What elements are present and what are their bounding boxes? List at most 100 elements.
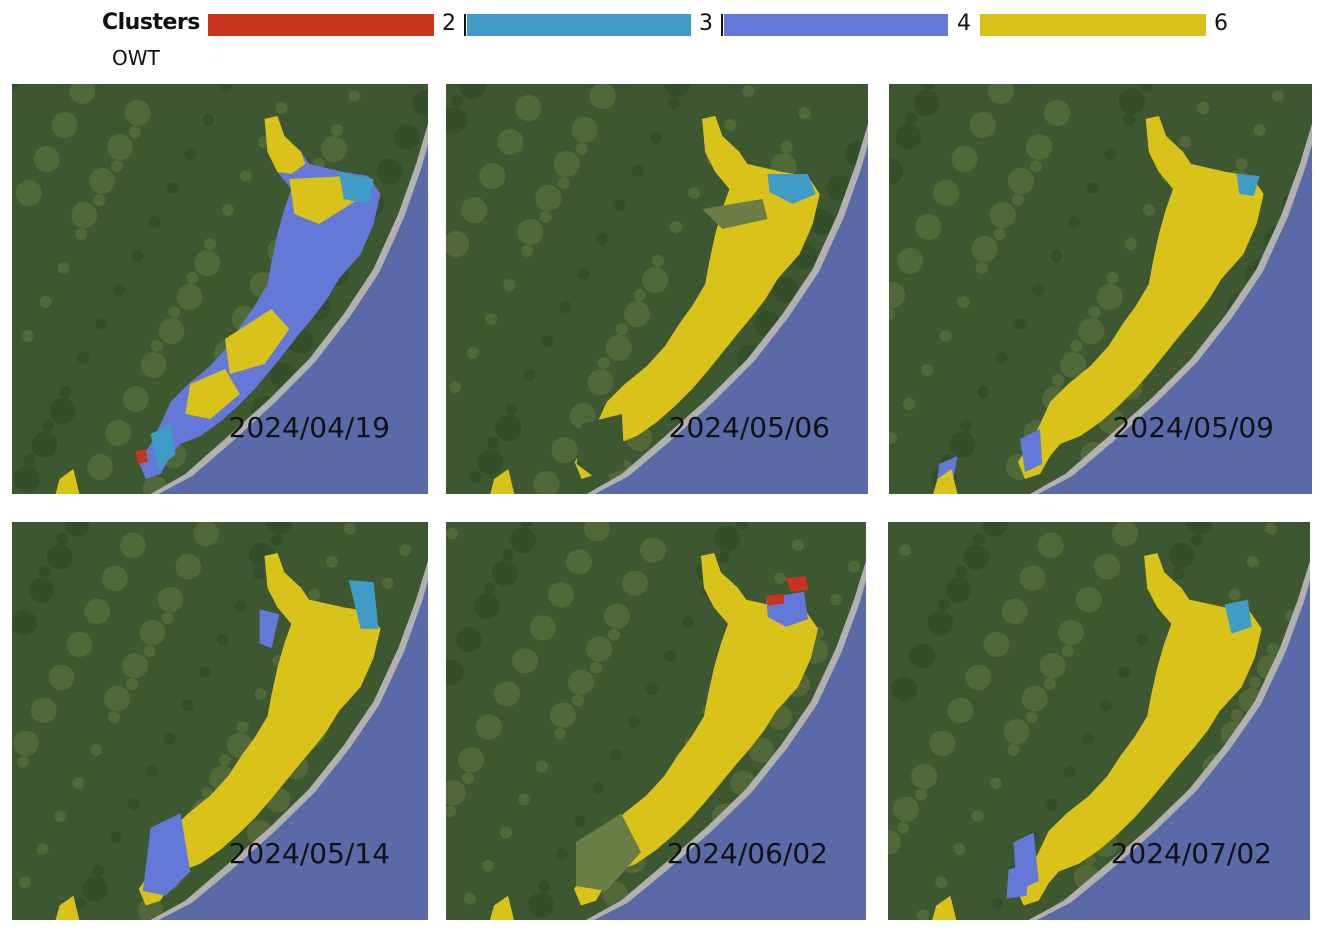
satellite-map [446,522,866,920]
land-texture [889,158,904,184]
cluster-patch [1236,174,1260,196]
land-texture [239,170,252,182]
land-texture [533,471,560,494]
land-texture [219,754,231,766]
land-texture [376,158,403,184]
land-texture [559,301,572,313]
land-texture [945,577,972,603]
cluster-patch [576,813,641,891]
lagoon-north-arm [702,116,744,174]
land-texture [780,141,793,153]
land-texture [343,522,356,535]
land-texture [31,432,58,458]
land-texture [77,352,90,364]
land-texture [21,330,34,342]
land-texture [13,466,40,492]
land-texture [270,534,283,547]
land-texture [1013,318,1026,330]
panel-date-label: 2024/05/09 [1112,411,1274,444]
land-texture [56,532,69,545]
land-texture [476,714,502,740]
land-texture [951,146,978,172]
land-texture [523,369,536,381]
land-texture [28,577,55,603]
land-texture [1122,114,1135,126]
land-texture [479,163,506,189]
land-texture [641,267,669,293]
land-texture [566,549,592,575]
legend-label-4: 4 [957,11,971,36]
land-texture [963,544,990,570]
land-texture [889,308,896,320]
land-texture [221,204,234,216]
land-texture [969,112,996,138]
land-texture [166,182,179,194]
land-texture [1253,124,1266,136]
land-texture [505,403,518,415]
land-texture [82,876,109,902]
land-texture [608,628,620,641]
land-texture [521,245,534,257]
land-texture [92,864,105,877]
land-texture [110,831,122,844]
land-texture [646,683,658,695]
land-texture [604,603,630,629]
land-texture [1003,719,1030,745]
land-texture [168,306,181,318]
land-texture [592,782,604,794]
land-texture [1019,565,1046,591]
land-texture [125,678,138,690]
land-texture [46,544,73,570]
land-texture [1007,744,1020,756]
legend-swatch-6 [980,14,1206,36]
land-texture [935,876,948,888]
land-texture [995,352,1008,364]
land-texture [971,810,984,822]
land-texture [69,84,96,104]
land-texture [1118,666,1131,679]
land-texture [899,544,912,556]
land-texture [458,747,484,773]
land-texture [949,432,976,458]
land-texture [474,593,500,620]
land-texture [987,84,1014,104]
land-texture [909,643,936,669]
land-texture [1246,555,1259,568]
land-texture [1045,798,1058,811]
land-texture [1100,699,1113,712]
land-texture [107,134,133,160]
land-texture [1186,522,1213,535]
land-texture [494,681,520,707]
land-texture [568,669,594,695]
land-texture [792,539,804,552]
land-texture [137,897,164,920]
land-texture [469,471,482,483]
land-texture [1081,732,1094,745]
cluster-patch [142,813,191,896]
legend-label-2: 2 [442,11,456,36]
land-texture [497,129,524,155]
land-texture [714,525,740,552]
land-texture [1068,216,1081,228]
land-texture [111,160,123,172]
land-texture [1039,653,1066,679]
land-texture [464,892,476,905]
ocean [586,560,866,920]
legend-label-6: 6 [1214,11,1228,36]
small-lake [933,469,958,494]
land-texture [520,522,532,528]
legend-label-3: 3 [699,11,713,36]
land-texture [12,610,37,636]
land-texture [953,843,966,855]
land-texture [163,732,176,745]
satellite-map [888,522,1310,920]
cluster-patch [767,174,816,204]
land-texture [536,760,548,773]
land-texture [59,386,72,398]
land-texture [848,560,860,573]
land-texture [911,763,938,789]
land-texture [446,527,458,540]
land-texture [1011,194,1024,206]
panel-date-label: 2024/06/02 [666,837,828,870]
